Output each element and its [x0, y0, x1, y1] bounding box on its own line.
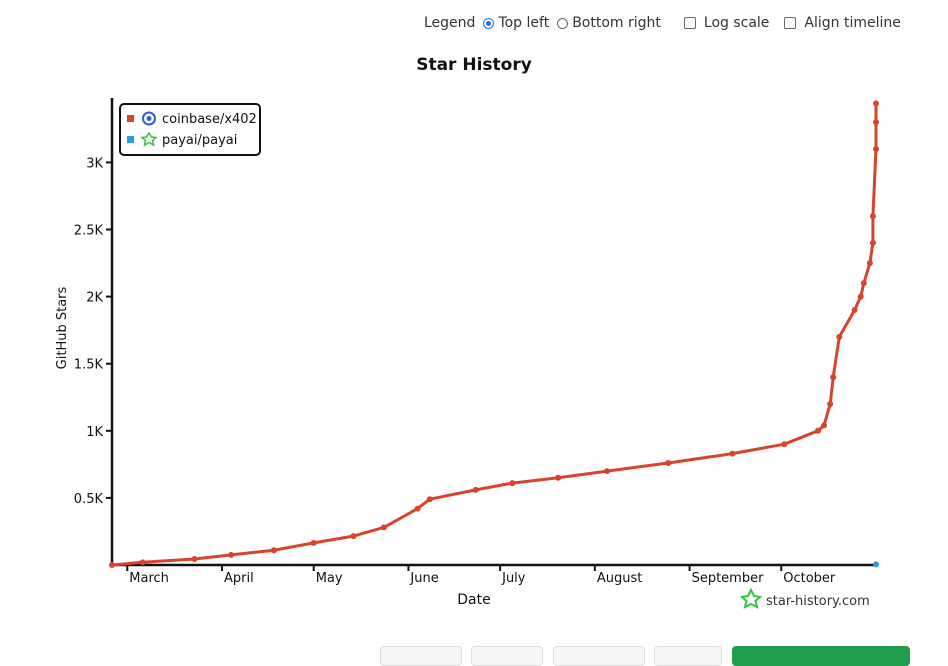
coinbase-logo-icon-dot [146, 116, 152, 121]
legend-swatch-payai [127, 136, 134, 143]
data-point [873, 561, 879, 568]
data-point [555, 474, 562, 481]
legend-label: Legend [424, 15, 476, 31]
data-point [350, 533, 357, 540]
log-scale-label[interactable]: Log scale [703, 15, 770, 31]
data-point [873, 100, 879, 107]
y-tick-label: 2K [86, 291, 103, 306]
data-point [827, 400, 834, 407]
x-tick-label: July [501, 571, 526, 586]
coinbase-logo-icon [142, 111, 156, 126]
x-tick-label: June [409, 571, 438, 586]
watermark: star-history.com [739, 587, 870, 609]
series-layer [109, 100, 879, 568]
legend-label-coinbase: coinbase/x402 [162, 112, 257, 127]
data-point [821, 422, 828, 429]
payai-logo-icon [140, 131, 158, 147]
data-point [109, 562, 115, 568]
x-tick-label: May [316, 571, 343, 586]
align-timeline-checkbox[interactable] [784, 17, 797, 29]
chart-title: Star History [416, 55, 532, 75]
data-point [380, 524, 387, 531]
data-point [869, 239, 876, 246]
x-tick-label: August [597, 571, 643, 586]
footer-button-2[interactable] [471, 646, 543, 666]
legend-bottom-right-option[interactable]: Bottom right [557, 15, 661, 31]
data-point [191, 555, 198, 562]
bottom-right-label[interactable]: Bottom right [572, 15, 661, 31]
data-point [860, 280, 867, 287]
star-history-logo-icon [739, 587, 763, 609]
data-point [414, 505, 421, 512]
data-point [869, 213, 876, 220]
bottom-right-radio[interactable] [557, 17, 569, 29]
legend-top-left-option[interactable]: Top left [483, 15, 549, 31]
data-point [873, 119, 879, 126]
data-point [729, 450, 736, 457]
footer-primary-button[interactable] [732, 646, 910, 666]
y-tick-label: 0.5K [74, 492, 104, 507]
y-axis-label: GitHub Stars [55, 286, 70, 369]
y-tick-label: 2.5K [74, 224, 104, 239]
top-left-label[interactable]: Top left [498, 15, 550, 31]
data-point [472, 486, 479, 493]
log-scale-checkbox[interactable] [683, 17, 696, 29]
data-point [851, 307, 858, 314]
data-point [830, 374, 837, 381]
data-point [509, 480, 516, 487]
data-point [873, 145, 879, 152]
data-point [836, 333, 843, 340]
data-point [604, 468, 611, 475]
data-point [781, 441, 788, 448]
data-point [310, 539, 317, 546]
footer-button-4[interactable] [654, 646, 722, 666]
x-tick-label: March [129, 571, 169, 586]
y-tick-label: 1K [86, 425, 103, 440]
data-point [426, 496, 433, 503]
y-axis-ticks: 0.5K 1K 1.5K 2K 2.5K 3K [74, 156, 112, 507]
footer-button-3[interactable] [553, 646, 645, 666]
align-timeline-option[interactable]: Align timeline [784, 15, 901, 31]
data-point [814, 427, 821, 434]
x-tick-label: October [783, 571, 836, 586]
data-point [866, 260, 873, 267]
y-tick-label: 3K [86, 156, 103, 171]
x-axis-ticks: March April May June July August September Octo… [126, 565, 836, 586]
data-point [857, 293, 864, 300]
x-axis-label: Date [457, 592, 490, 608]
legend-label-payai: payai/payai [162, 133, 237, 148]
x-tick-label: April [224, 571, 254, 586]
align-timeline-label[interactable]: Align timeline [804, 15, 901, 31]
log-scale-option[interactable]: Log scale [683, 15, 770, 31]
data-point [270, 547, 277, 554]
footer-button-1[interactable] [380, 646, 462, 666]
data-point [228, 551, 235, 558]
watermark-text: star-history.com [766, 594, 870, 609]
chart-controls: Legend Top left Bottom right Log scale A… [424, 12, 901, 34]
legend-swatch-coinbase [127, 115, 134, 122]
x-tick-label: September [692, 571, 765, 586]
series-line-0 [110, 101, 878, 567]
data-point [139, 559, 146, 566]
chart-legend: coinbase/x402 payai/payai [119, 103, 261, 156]
top-left-radio[interactable] [483, 17, 495, 29]
data-point [665, 460, 672, 467]
y-tick-label: 1.5K [74, 358, 104, 373]
